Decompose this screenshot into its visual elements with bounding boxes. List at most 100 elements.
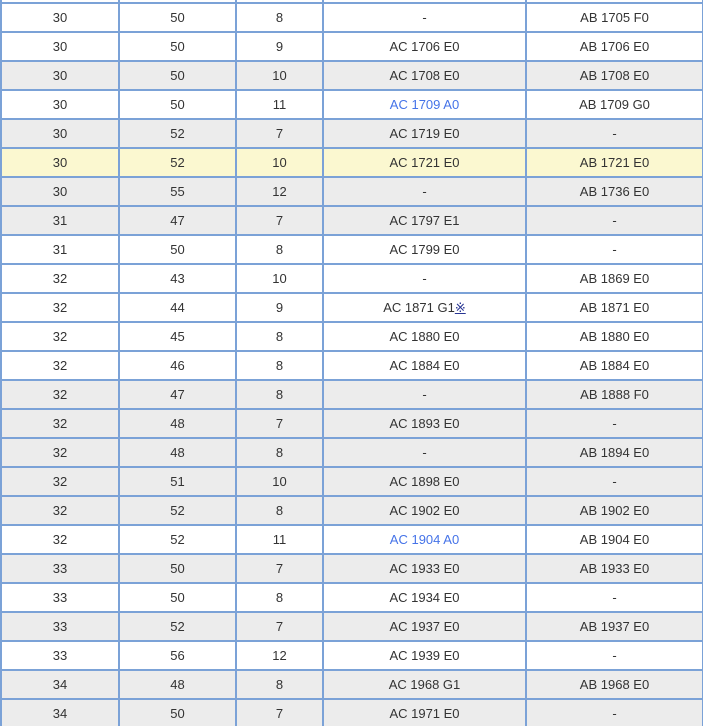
table-cell: 33 (0, 640, 120, 671)
table-row: 32 44 9 AC 1871 G1※ AB 1871 E0 (0, 292, 703, 323)
table-cell (0, 0, 120, 4)
table-row: 34 48 8 AC 1968 G1 AB 1968 E0 (0, 669, 703, 700)
table-cell: 52 (118, 524, 237, 555)
table-cell: 10 (235, 263, 324, 294)
table-row: 33 56 12 AC 1939 E0- (0, 640, 703, 671)
table-cell: 32 (0, 437, 120, 468)
table-row: 32 52 11 AC 1904 A0 AB 1904 E0 (0, 524, 703, 555)
table-cell: AC 1902 E0 (322, 495, 527, 526)
table-cell: AB 1894 E0 (525, 437, 703, 468)
table-cell: 8 (235, 234, 324, 265)
table-cell: AC 1708 E0 (322, 60, 527, 91)
table-row: 32 45 8 AC 1880 E0 AB 1880 E0 (0, 321, 703, 352)
table-cell: - (322, 379, 527, 410)
table-cell: 50 (118, 31, 237, 62)
note-link[interactable]: ※ (454, 299, 466, 315)
table-row: 32 48 7 AC 1893 E0- (0, 408, 703, 439)
table-cell: AB 1902 E0 (525, 495, 703, 526)
table-cell: 8 (235, 350, 324, 381)
table-cell: AC 1971 E0 (322, 698, 527, 726)
table-cell: AB 1880 E0 (525, 321, 703, 352)
table-cell: 50 (118, 89, 237, 120)
table-cell: - (525, 408, 703, 439)
table-cell: AC 1904 A0 (322, 524, 527, 555)
table-row: 31 50 8 AC 1799 E0- (0, 234, 703, 265)
table-cell: 9 (235, 292, 324, 323)
table-cell: AB 1705 F0 (525, 2, 703, 33)
table-cell: 32 (0, 321, 120, 352)
table-cell: 30 (0, 2, 120, 33)
table-cell: 7 (235, 553, 324, 584)
cell-link[interactable]: AC 1709 A0 (389, 97, 460, 112)
table-cell: 30 (0, 176, 120, 207)
table-cell: 48 (118, 669, 237, 700)
table-cell: 30 (0, 60, 120, 91)
table-cell: 32 (0, 292, 120, 323)
table-cell: - (525, 234, 703, 265)
table-row: 30 52 7 AC 1719 E0- (0, 118, 703, 149)
table-cell: 8 (235, 582, 324, 613)
table-cell (118, 0, 237, 4)
table-cell: 8 (235, 321, 324, 352)
table-cell: 30 (0, 31, 120, 62)
table-cell: 10 (235, 60, 324, 91)
table-cell: AC 1898 E0 (322, 466, 527, 497)
table-cell: 50 (118, 60, 237, 91)
table-cell: 50 (118, 698, 237, 726)
table-cell: 10 (235, 147, 324, 178)
table-cell: 32 (0, 495, 120, 526)
table-cell: 7 (235, 408, 324, 439)
table-cell: - (322, 263, 527, 294)
partial-row-top (0, 0, 703, 4)
table-cell: 7 (235, 118, 324, 149)
table-cell: AC 1893 E0 (322, 408, 527, 439)
table-cell: AC 1709 A0 (322, 89, 527, 120)
table-row: 30 50 8- AB 1705 F0 (0, 2, 703, 33)
table-cell: 51 (118, 466, 237, 497)
table-cell: 55 (118, 176, 237, 207)
table-cell: 48 (118, 408, 237, 439)
table-row: 32 48 8- AB 1894 E0 (0, 437, 703, 468)
table-cell (525, 0, 703, 4)
table-cell: AC 1968 G1 (322, 669, 527, 700)
table-cell: - (525, 698, 703, 726)
table-cell: - (525, 582, 703, 613)
table-cell: - (525, 118, 703, 149)
table-cell: 50 (118, 2, 237, 33)
table-cell: 32 (0, 379, 120, 410)
table-cell: 9 (235, 31, 324, 62)
table-cell: AB 1708 E0 (525, 60, 703, 91)
table-cell: 8 (235, 379, 324, 410)
table-cell: AC 1871 G1※ (322, 292, 527, 323)
table-row: 30 50 9 AC 1706 E0 AB 1706 E0 (0, 31, 703, 62)
table-cell: - (525, 205, 703, 236)
table-cell: AB 1904 E0 (525, 524, 703, 555)
table-cell: 8 (235, 437, 324, 468)
table-cell: - (322, 437, 527, 468)
table-cell: 52 (118, 611, 237, 642)
table-cell: AB 1721 E0 (525, 147, 703, 178)
table-row: 32 43 10- AB 1869 E0 (0, 263, 703, 294)
table-cell: 8 (235, 495, 324, 526)
table-row: 30 55 12- AB 1736 E0 (0, 176, 703, 207)
table-cell: AC 1933 E0 (322, 553, 527, 584)
table-cell: 12 (235, 176, 324, 207)
table-cell: AC 1880 E0 (322, 321, 527, 352)
table-cell: AC 1884 E0 (322, 350, 527, 381)
table-cell (235, 0, 324, 4)
table-cell: 50 (118, 553, 237, 584)
table-row: 32 51 10 AC 1898 E0- (0, 466, 703, 497)
table-cell: 50 (118, 234, 237, 265)
table-cell: 11 (235, 89, 324, 120)
table-cell: 32 (0, 466, 120, 497)
table-cell: 10 (235, 466, 324, 497)
table-cell: 30 (0, 118, 120, 149)
cell-link[interactable]: AC 1904 A0 (389, 532, 460, 547)
table-cell: 32 (0, 263, 120, 294)
table-cell: 44 (118, 292, 237, 323)
table-cell: 43 (118, 263, 237, 294)
table-cell: AC 1721 E0 (322, 147, 527, 178)
table-cell: 52 (118, 118, 237, 149)
